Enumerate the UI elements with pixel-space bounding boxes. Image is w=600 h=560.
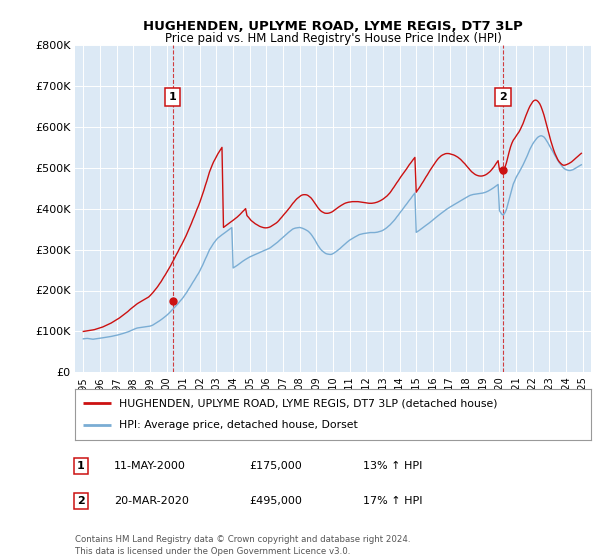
Text: HUGHENDEN, UPLYME ROAD, LYME REGIS, DT7 3LP (detached house): HUGHENDEN, UPLYME ROAD, LYME REGIS, DT7 …: [119, 398, 497, 408]
Text: £175,000: £175,000: [249, 461, 302, 471]
Text: HPI: Average price, detached house, Dorset: HPI: Average price, detached house, Dors…: [119, 421, 358, 431]
Text: 11-MAY-2000: 11-MAY-2000: [114, 461, 186, 471]
Text: Price paid vs. HM Land Registry's House Price Index (HPI): Price paid vs. HM Land Registry's House …: [164, 32, 502, 45]
Text: £495,000: £495,000: [249, 496, 302, 506]
Text: HUGHENDEN, UPLYME ROAD, LYME REGIS, DT7 3LP: HUGHENDEN, UPLYME ROAD, LYME REGIS, DT7 …: [143, 20, 523, 32]
Text: 2: 2: [77, 496, 85, 506]
Text: 20-MAR-2020: 20-MAR-2020: [114, 496, 189, 506]
Text: Contains HM Land Registry data © Crown copyright and database right 2024.
This d: Contains HM Land Registry data © Crown c…: [75, 535, 410, 556]
Text: 1: 1: [77, 461, 85, 471]
Text: 17% ↑ HPI: 17% ↑ HPI: [363, 496, 422, 506]
Text: 2: 2: [499, 92, 507, 102]
Text: 1: 1: [169, 92, 176, 102]
Text: 13% ↑ HPI: 13% ↑ HPI: [363, 461, 422, 471]
